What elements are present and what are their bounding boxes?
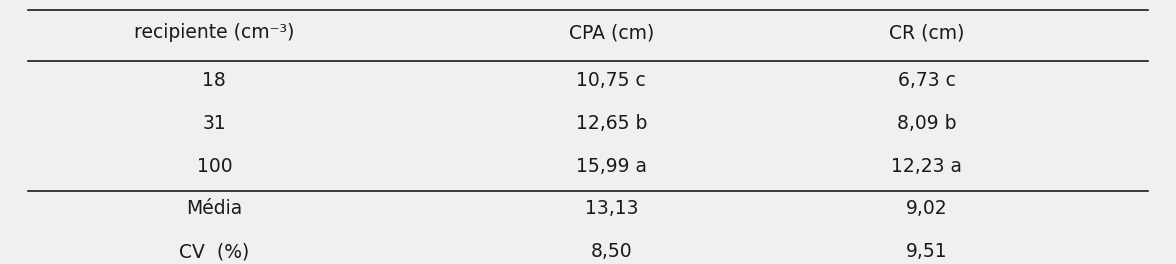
Text: Média: Média [186, 199, 242, 218]
Text: 8,09 b: 8,09 b [897, 114, 956, 133]
Text: 31: 31 [202, 114, 226, 133]
Text: 12,65 b: 12,65 b [576, 114, 647, 133]
Text: 13,13: 13,13 [584, 199, 639, 218]
Text: 6,73 c: 6,73 c [897, 71, 956, 90]
Text: 8,50: 8,50 [590, 242, 633, 261]
Text: 10,75 c: 10,75 c [576, 71, 647, 90]
Text: CV  (%): CV (%) [179, 242, 249, 261]
Text: 15,99 a: 15,99 a [576, 157, 647, 176]
Text: recipiente (cm⁻³): recipiente (cm⁻³) [134, 23, 294, 42]
Text: CR (cm): CR (cm) [889, 23, 964, 42]
Text: 9,51: 9,51 [906, 242, 948, 261]
Text: 100: 100 [196, 157, 232, 176]
Text: 12,23 a: 12,23 a [891, 157, 962, 176]
Text: 9,02: 9,02 [906, 199, 948, 218]
Text: CPA (cm): CPA (cm) [569, 23, 654, 42]
Text: 18: 18 [202, 71, 226, 90]
